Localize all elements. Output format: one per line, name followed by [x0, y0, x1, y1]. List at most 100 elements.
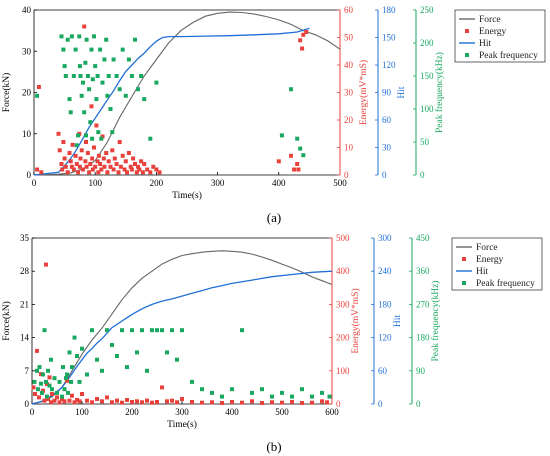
energy-point: [106, 159, 111, 164]
force-tick-label: 21: [20, 299, 29, 309]
energy-point: [60, 167, 65, 172]
energy-point: [301, 32, 306, 37]
energy-point: [111, 167, 116, 172]
energy-point: [117, 140, 122, 144]
energy-point: [42, 398, 47, 403]
peak-frequency-point: [64, 376, 68, 381]
energy-point: [67, 398, 72, 403]
peak-frequency-point: [84, 133, 88, 138]
force-tick-label: 0: [27, 170, 32, 180]
peak-frequency-point: [88, 120, 93, 125]
energy-point: [129, 167, 134, 172]
energy-point: [300, 46, 305, 51]
peak-frequency-point: [55, 390, 59, 395]
peak-frequency-point: [104, 37, 109, 42]
force-axis-title: Force(kN): [1, 301, 12, 341]
energy-point: [36, 85, 41, 89]
energy-point: [44, 262, 48, 267]
peak-frequency-point: [180, 328, 184, 333]
energy-point: [142, 162, 147, 166]
energy-point: [52, 398, 57, 403]
energy-point: [61, 140, 66, 144]
energy-tick-label: 40: [344, 60, 354, 70]
x-axis-title: Time(s): [172, 190, 202, 201]
peak-frequency-point: [83, 60, 88, 65]
peak-frequency-point: [280, 390, 284, 395]
peak-tick-label: 200: [420, 38, 434, 48]
x-tick-label: 0: [32, 178, 37, 188]
peak-frequency-point: [155, 328, 159, 333]
peak-frequency-point: [300, 387, 304, 392]
peak-frequency-point: [106, 74, 111, 78]
peak-frequency-point: [98, 47, 103, 52]
peak-frequency-point: [92, 34, 96, 39]
panel-b: 0 100 200 300 400 500 600Time(s)0714212835Forc…: [1, 233, 543, 430]
peak-axis-title: Peak frequency(kHz): [434, 52, 445, 133]
energy-point: [250, 399, 254, 404]
peak-frequency-point: [150, 328, 154, 333]
hit-tick-label: 120: [378, 333, 392, 343]
peak-frequency-point: [250, 390, 254, 395]
energy-point: [65, 170, 70, 175]
peak-tick-label: 0: [420, 170, 425, 180]
energy-point: [290, 400, 294, 404]
peak-tick-label: 0: [416, 399, 421, 409]
energy-point: [131, 156, 136, 161]
peak-frequency-point: [93, 64, 98, 69]
x-tick-label: 100: [88, 178, 102, 188]
energy-point: [110, 148, 115, 153]
energy-point: [114, 162, 119, 166]
legend-label: Energy: [476, 255, 504, 265]
energy-point: [145, 167, 150, 172]
energy-point: [137, 167, 142, 172]
legend-marker-swatch: [465, 29, 469, 33]
energy-point: [56, 131, 61, 136]
peak-frequency-point: [72, 335, 77, 340]
hit-tick-label: 150: [382, 33, 396, 43]
energy-point: [88, 162, 93, 166]
energy-point: [325, 400, 329, 405]
energy-point: [134, 170, 139, 175]
peak-frequency-point: [200, 387, 204, 392]
energy-point: [82, 24, 87, 29]
peak-frequency-point: [90, 328, 94, 333]
peak-frequency-point: [139, 74, 144, 78]
peak-frequency-point: [110, 343, 114, 347]
energy-point: [295, 162, 300, 166]
peak-frequency-point: [117, 87, 122, 92]
energy-point: [33, 392, 37, 396]
hit-axis-title: Hit: [397, 86, 407, 99]
energy-point: [45, 382, 49, 387]
peak-frequency-point: [75, 354, 79, 358]
peak-frequency-point: [57, 379, 62, 384]
energy-point: [81, 167, 85, 172]
energy-point: [35, 348, 39, 353]
peak-frequency-point: [240, 328, 244, 333]
peak-frequency-point: [145, 368, 149, 373]
peak-frequency-point: [210, 390, 214, 395]
peak-frequency-point: [105, 93, 110, 98]
energy-point: [76, 170, 81, 175]
energy-point: [116, 170, 121, 175]
energy-point: [157, 170, 162, 175]
legend-marker-swatch: [462, 281, 466, 285]
hit-tick-label: 0: [382, 170, 387, 180]
energy-point: [90, 167, 95, 172]
energy-point: [35, 167, 40, 172]
peak-frequency-point: [62, 387, 67, 392]
peak-frequency-point: [289, 87, 293, 92]
peak-frequency-point: [96, 130, 101, 135]
force-tick-label: 10: [22, 129, 32, 139]
energy-point: [160, 385, 164, 390]
energy-point: [120, 153, 125, 158]
peak-tick-label: 90: [416, 366, 426, 376]
x-tick-label: 300: [175, 407, 189, 417]
energy-tick-label: 30: [344, 88, 354, 98]
energy-point: [130, 400, 134, 404]
energy-point: [118, 164, 123, 169]
panel-b-caption: (b): [266, 439, 281, 454]
energy-point: [31, 385, 36, 390]
peak-frequency-point: [81, 80, 85, 85]
energy-point: [62, 399, 67, 404]
